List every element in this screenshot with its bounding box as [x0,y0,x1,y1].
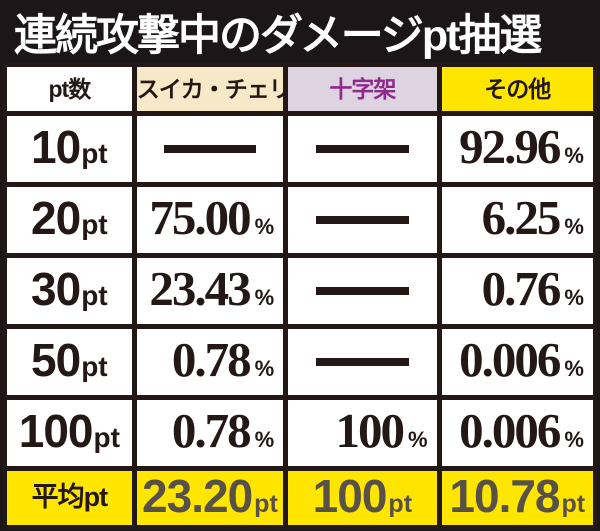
average-unit: pt [388,490,413,518]
row-label-unit: pt [81,280,108,311]
average-row-label: 平均pt [7,471,132,525]
row-label-30pt: 30pt [7,258,132,324]
column-header-other: その他 [441,67,593,111]
value-number: 0.78 [171,403,252,458]
column-header-cross: 十字架 [288,67,437,111]
cell-100pt-other: 0.006% [441,400,593,466]
row-label-number: 100 [18,405,94,457]
cell-50pt-suika-cherry: 0.78% [136,329,284,395]
percent-sign: % [254,214,275,239]
percent-sign: % [254,285,275,310]
row-label-10pt: 10pt [7,116,132,182]
column-header-suika-cherry: スイカ・チェリー [136,67,284,111]
percent-sign: % [564,214,584,239]
row-label-number: 20 [31,192,81,244]
cell-30pt-cross [288,258,437,324]
percent-sign: % [564,356,584,381]
value-number: 23.43 [149,261,251,316]
row-label-number: 30 [31,263,81,315]
cell-20pt-suika-cherry: 75.00% [136,187,284,253]
row-label-unit: pt [93,422,120,453]
value-number: 0.78 [171,332,252,387]
value-number: 75.00 [149,190,251,245]
percent-sign: % [254,356,275,381]
value-number: 0.006 [459,403,561,458]
dash-bar [315,287,410,295]
average-unit: pt [561,490,586,518]
cell-100pt-suika-cherry: 0.78% [136,400,284,466]
dash-bar [315,216,410,224]
cell-30pt-other: 0.76% [441,258,593,324]
cell-30pt-suika-cherry: 23.43% [136,258,284,324]
value-number: 92.96 [459,119,561,174]
cell-average-suika-cherry: 23.20pt [136,471,284,525]
cell-10pt-cross [288,116,437,182]
row-label-number: 10 [31,121,81,173]
row-label-unit: pt [81,209,108,240]
percent-sign: % [564,285,584,310]
cell-average-cross: 100pt [288,471,437,525]
row-label-number: 50 [31,334,81,386]
value-number: 6.25 [481,190,562,245]
average-number: 23.20 [142,471,253,522]
cell-20pt-cross [288,187,437,253]
cell-average-other: 10.78pt [441,471,593,525]
cell-10pt-other: 92.96% [441,116,593,182]
value-number: 0.006 [459,332,561,387]
row-label-unit: pt [81,138,108,169]
row-label-100pt: 100pt [7,400,132,466]
column-header-pt: pt数 [7,67,132,111]
row-label-20pt: 20pt [7,187,132,253]
row-label-unit: pt [81,351,108,382]
cell-50pt-other: 0.006% [441,329,593,395]
average-number: 10.78 [449,471,560,522]
average-unit: pt [254,490,278,518]
value-number: 100 [335,403,405,458]
cell-10pt-suika-cherry [136,116,284,182]
value-number: 0.76 [481,261,562,316]
row-label-50pt: 50pt [7,329,132,395]
cell-20pt-other: 6.25% [441,187,593,253]
dash-bar [315,145,410,153]
damage-pt-table: pt数 スイカ・チェリー 十字架 その他 10pt 92.96% 20pt 75… [3,63,597,529]
cell-50pt-cross [288,329,437,395]
dash-bar [315,358,410,366]
cell-100pt-cross: 100% [288,400,437,466]
percent-sign: % [564,427,584,452]
page-title: 連続攻撃中のダメージpt抽選 [14,11,542,60]
percent-sign: % [564,143,584,168]
average-number: 100 [312,471,388,522]
dash-bar [163,145,257,153]
percent-sign: % [408,427,428,452]
percent-sign: % [254,427,275,452]
